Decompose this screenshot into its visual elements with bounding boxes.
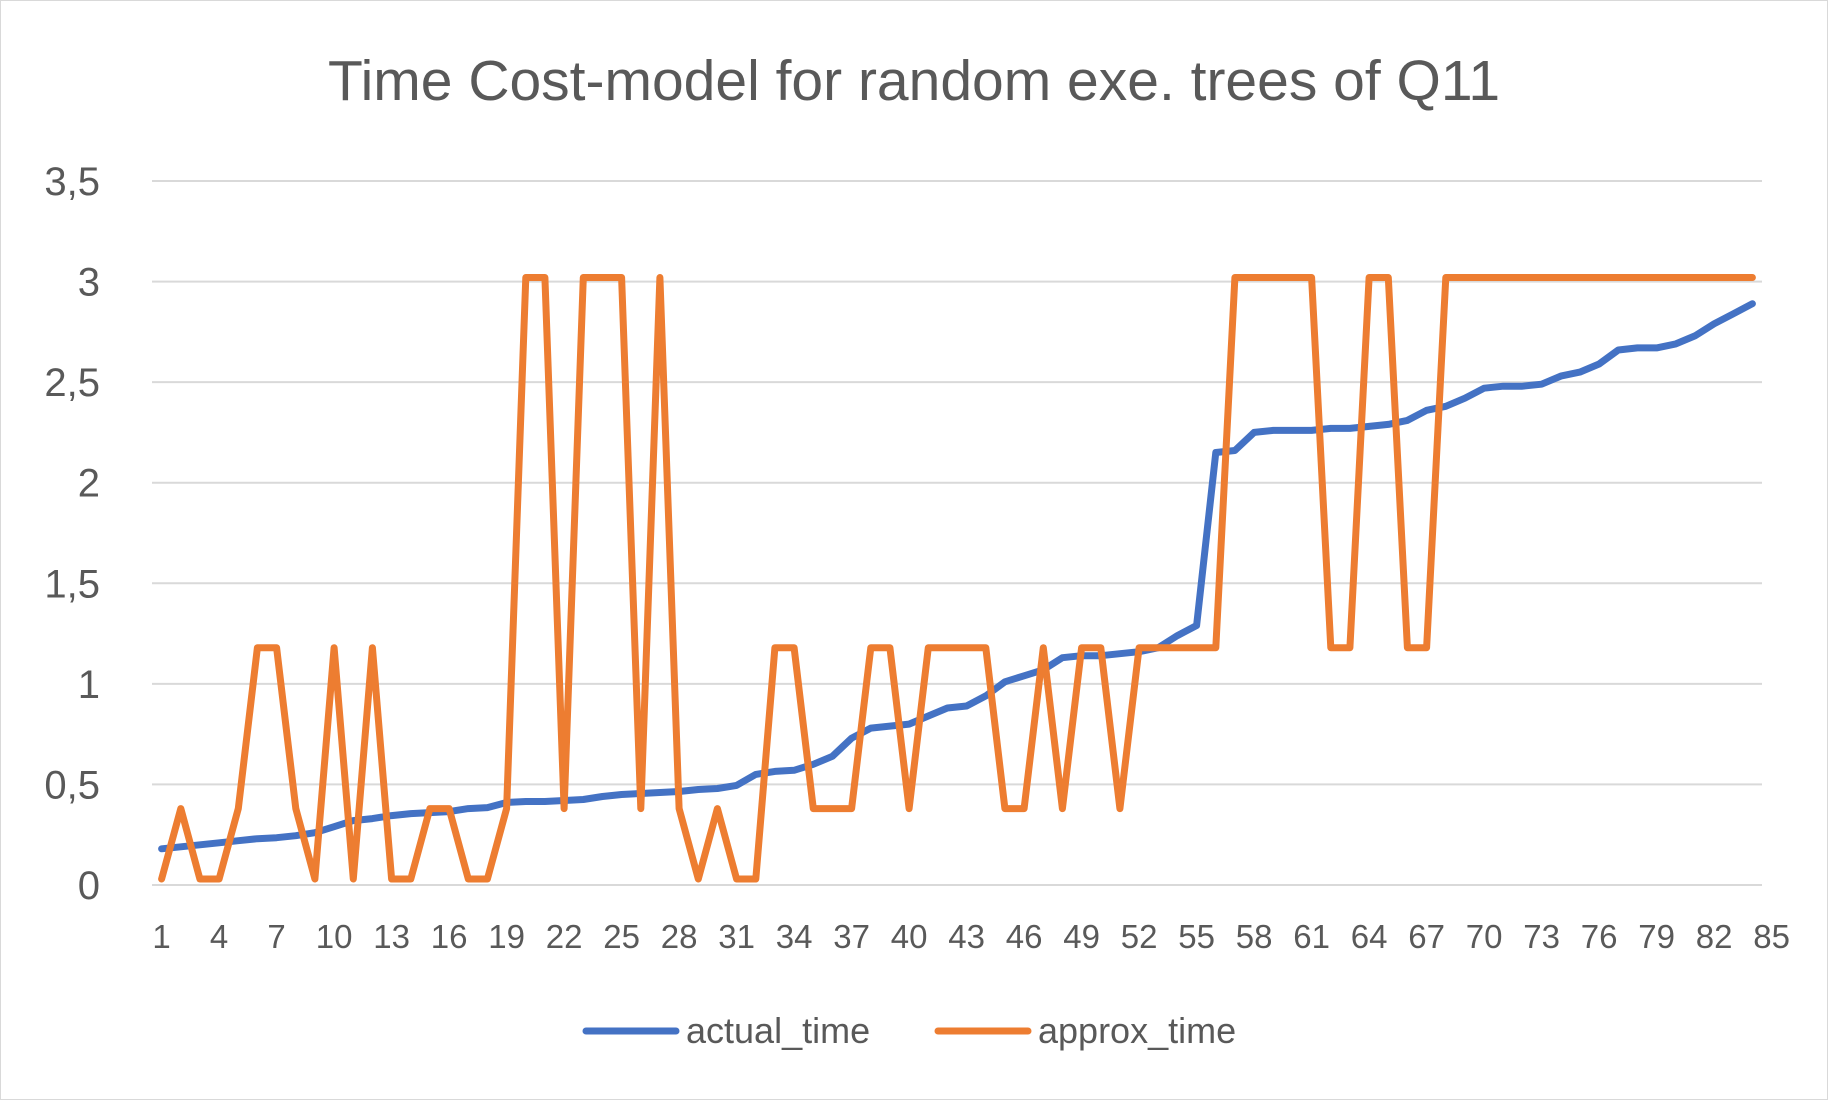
x-tick-label: 46 <box>1006 918 1043 955</box>
x-tick-label: 1 <box>152 918 170 955</box>
x-tick-label: 7 <box>267 918 285 955</box>
x-tick-label: 76 <box>1581 918 1618 955</box>
x-tick-label: 82 <box>1696 918 1733 955</box>
x-tick-label: 4 <box>210 918 228 955</box>
y-tick-label: 3 <box>78 261 100 305</box>
x-tick-label: 10 <box>316 918 353 955</box>
x-tick-label: 70 <box>1466 918 1503 955</box>
x-axis-ticks: 1 4 7 10 13 16 19 22 25 28 31 34 37 40 43 46 49 52 55 58 61 6… <box>152 918 1790 955</box>
x-tick-label: 16 <box>431 918 468 955</box>
x-tick-label: 28 <box>661 918 698 955</box>
x-tick-label: 37 <box>833 918 870 955</box>
y-tick-label: 1,5 <box>44 562 100 606</box>
x-tick-label: 40 <box>891 918 928 955</box>
x-tick-label: 22 <box>546 918 583 955</box>
x-tick-label: 31 <box>718 918 755 955</box>
series-line-approx-time <box>158 274 1756 883</box>
x-tick-label: 13 <box>373 918 410 955</box>
legend: actual_time approx_time <box>582 1010 1236 1051</box>
legend-label-actual-time: actual_time <box>686 1010 870 1051</box>
series-line-actual-time <box>158 300 1756 853</box>
y-axis-ticks: 0 0,5 1 1,5 2 2,5 3 3,5 <box>44 160 100 908</box>
y-tick-label: 0,5 <box>44 763 100 807</box>
x-tick-label: 67 <box>1408 918 1445 955</box>
legend-label-approx-time: approx_time <box>1038 1010 1236 1051</box>
y-tick-label: 2 <box>78 462 100 506</box>
series-lines <box>158 274 1756 883</box>
x-tick-label: 49 <box>1063 918 1100 955</box>
gridlines <box>152 180 1762 886</box>
x-tick-label: 25 <box>603 918 640 955</box>
chart-title: Time Cost-model for random exe. trees of… <box>328 49 1500 113</box>
x-tick-label: 58 <box>1236 918 1273 955</box>
y-tick-label: 0 <box>78 864 100 908</box>
x-tick-label: 85 <box>1753 918 1790 955</box>
x-tick-label: 79 <box>1638 918 1675 955</box>
x-tick-label: 34 <box>776 918 813 955</box>
x-tick-label: 64 <box>1351 918 1388 955</box>
x-tick-label: 61 <box>1293 918 1330 955</box>
x-tick-label: 19 <box>488 918 525 955</box>
x-tick-label: 52 <box>1121 918 1158 955</box>
x-tick-label: 55 <box>1178 918 1215 955</box>
y-tick-label: 3,5 <box>44 160 100 204</box>
x-tick-label: 73 <box>1523 918 1560 955</box>
y-tick-label: 1 <box>78 663 100 707</box>
y-tick-label: 2,5 <box>44 361 100 405</box>
x-tick-label: 43 <box>948 918 985 955</box>
